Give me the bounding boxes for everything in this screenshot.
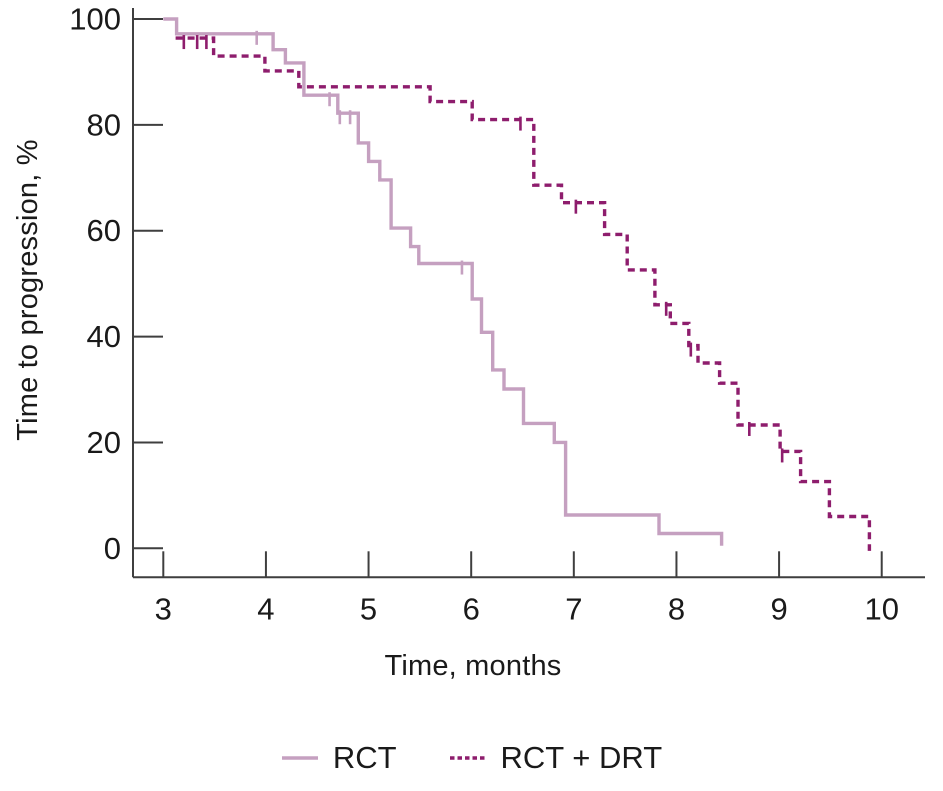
series-line-rct [163, 17, 724, 546]
x-tick-label: 5 [360, 591, 377, 626]
legend-swatch [281, 756, 318, 760]
y-tick-label: 40 [87, 319, 121, 354]
legend-label: RCT [332, 740, 397, 775]
y-tick-label: 100 [69, 2, 121, 37]
x-tick-label: 7 [565, 591, 582, 626]
x-tick-label: 3 [155, 591, 172, 626]
y-axis-title: Time to progression, % [12, 139, 44, 441]
y-tick-label: 0 [104, 531, 121, 566]
x-tick-label: 4 [257, 591, 274, 626]
legend-item-rct: RCT [281, 740, 397, 776]
x-tick-label: 6 [463, 591, 480, 626]
x-tick-label: 9 [770, 591, 787, 626]
y-tick-label: 20 [87, 425, 121, 460]
y-tick-label: 60 [87, 213, 121, 248]
series-line-rct-drt [175, 36, 872, 551]
y-tick-label: 80 [87, 107, 121, 142]
x-tick-label: 10 [864, 591, 898, 626]
survival-plot: 0 20 40 60 80 100 3 4 5 6 7 8 9 10 [69, 2, 925, 626]
legend-label: RCT + DRT [500, 740, 663, 775]
x-axis-title: Time, months [384, 650, 562, 682]
legend-swatch [449, 756, 486, 760]
legend-item-rct-drt: RCT + DRT [449, 740, 663, 776]
legend: RCT RCT + DRT [0, 740, 943, 776]
x-tick-label: 8 [668, 591, 685, 626]
